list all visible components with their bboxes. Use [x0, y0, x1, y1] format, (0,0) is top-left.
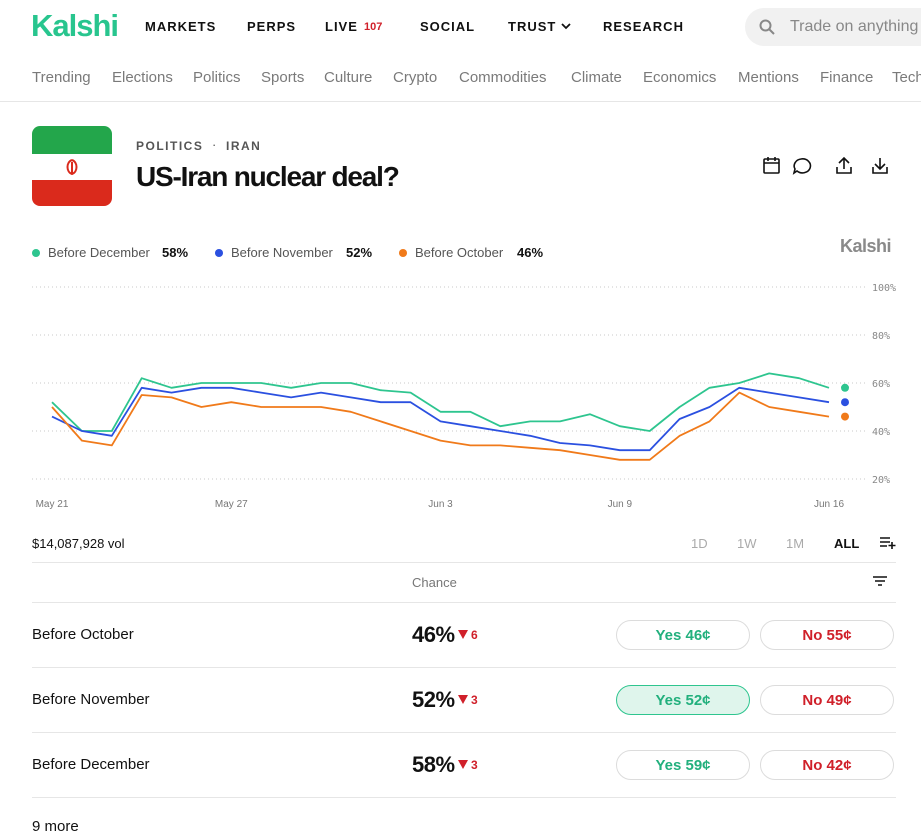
- topic-link[interactable]: Culture: [324, 69, 373, 86]
- row-name: Before December: [32, 756, 150, 773]
- down-arrow: [458, 760, 468, 769]
- y-tick-label: 60%: [872, 379, 890, 390]
- live-count: 107: [364, 21, 383, 33]
- row-chance: 46%: [412, 622, 455, 647]
- x-tick-label: Jun 16: [814, 499, 844, 510]
- legend-label: Before November: [231, 245, 333, 260]
- topic-link[interactable]: Climate: [571, 69, 622, 86]
- breadcrumb-separator: ·: [212, 137, 217, 152]
- breadcrumb[interactable]: POLITICS: [136, 139, 204, 153]
- y-tick-label: 40%: [872, 427, 890, 438]
- search-icon: [759, 19, 775, 35]
- yes-button[interactable]: Yes 46¢: [616, 620, 750, 650]
- topic-link[interactable]: Trending: [32, 69, 91, 86]
- logo[interactable]: Kalshi: [31, 8, 119, 43]
- topic-link[interactable]: Elections: [112, 69, 173, 86]
- range-button[interactable]: 1M: [786, 536, 805, 551]
- down-arrow: [458, 695, 468, 704]
- row-name: Before November: [32, 691, 150, 708]
- legend-label: Before October: [415, 245, 504, 260]
- more-link[interactable]: 9 more: [32, 818, 79, 835]
- end-dot: [841, 383, 849, 392]
- divider: [32, 562, 896, 563]
- range-button[interactable]: 1W: [737, 536, 757, 551]
- nav-link[interactable]: LIVE: [325, 19, 358, 34]
- breadcrumb[interactable]: IRAN: [226, 139, 262, 153]
- range-button[interactable]: ALL: [834, 536, 860, 551]
- watermark: Kalshi: [840, 236, 892, 256]
- divider: [32, 732, 896, 733]
- topic-link[interactable]: Tech: [892, 69, 921, 86]
- flag-image: [32, 126, 112, 206]
- divider: [32, 797, 896, 798]
- yes-button[interactable]: Yes 59¢: [616, 750, 750, 780]
- range-button[interactable]: 1D: [691, 536, 708, 551]
- y-tick-label: 20%: [872, 475, 890, 486]
- no-button[interactable]: No 55¢: [760, 620, 894, 650]
- topic-link[interactable]: Commodities: [459, 69, 547, 86]
- nav-link[interactable]: SOCIAL: [420, 19, 476, 34]
- topic-link[interactable]: Economics: [643, 69, 717, 86]
- topic-link[interactable]: Politics: [193, 69, 241, 86]
- end-dot: [841, 412, 849, 421]
- chevron-icon: [561, 23, 571, 30]
- end-dot: [841, 398, 849, 407]
- legend-swatch: [32, 249, 40, 257]
- search-placeholder: Trade on anything: [790, 18, 919, 35]
- topic-link[interactable]: Finance: [820, 69, 874, 86]
- yes-button[interactable]: Yes 52¢: [616, 685, 750, 715]
- nav-link[interactable]: RESEARCH: [603, 19, 684, 34]
- topic-link[interactable]: Mentions: [738, 69, 799, 86]
- list-icon[interactable]: [879, 536, 897, 550]
- nav-link[interactable]: TRUST: [508, 19, 557, 34]
- search-box[interactable]: Trade on anything: [745, 8, 921, 46]
- volume: $14,087,928 vol: [32, 536, 125, 551]
- chart: 20% 40% 60% 80% 100% May 21 May 27 Jun 3 Jun 9 Ju…: [32, 283, 896, 510]
- legend-value: 58%: [162, 245, 189, 260]
- divider: [32, 667, 896, 668]
- x-tick-label: May 21: [36, 499, 69, 510]
- legend-swatch: [399, 249, 407, 257]
- down-arrow: [458, 630, 468, 639]
- row-change: 6: [471, 628, 478, 642]
- x-tick-label: May 27: [215, 499, 248, 510]
- y-tick-label: 80%: [872, 331, 890, 342]
- topic-link[interactable]: Crypto: [393, 69, 438, 86]
- legend-value: 52%: [346, 245, 373, 260]
- topic-link[interactable]: Sports: [261, 69, 305, 86]
- sort-icon[interactable]: [872, 575, 888, 587]
- series-line: [51, 372, 830, 432]
- nav-link[interactable]: MARKETS: [145, 19, 217, 34]
- row-chance: 58%: [412, 752, 455, 777]
- legend-value: 46%: [517, 245, 544, 260]
- row-change: 3: [471, 758, 478, 772]
- y-tick-label: 100%: [872, 283, 896, 294]
- action-icons[interactable]: [760, 155, 892, 177]
- legend-label: Before December: [48, 245, 150, 260]
- row-name: Before October: [32, 626, 134, 643]
- legend-swatch: [215, 249, 223, 257]
- no-button[interactable]: No 49¢: [760, 685, 894, 715]
- x-tick-label: Jun 9: [608, 499, 633, 510]
- row-change: 3: [471, 693, 478, 707]
- row-chance: 52%: [412, 687, 455, 712]
- divider: [0, 101, 921, 102]
- series-line: [51, 391, 830, 461]
- nav-link[interactable]: PERPS: [247, 19, 297, 34]
- divider: [32, 602, 896, 603]
- series-line: [51, 386, 830, 452]
- page-title: US-Iran nuclear deal?: [136, 161, 400, 192]
- x-tick-label: Jun 3: [428, 499, 453, 510]
- column-header: Chance: [412, 575, 457, 590]
- no-button[interactable]: No 42¢: [760, 750, 894, 780]
